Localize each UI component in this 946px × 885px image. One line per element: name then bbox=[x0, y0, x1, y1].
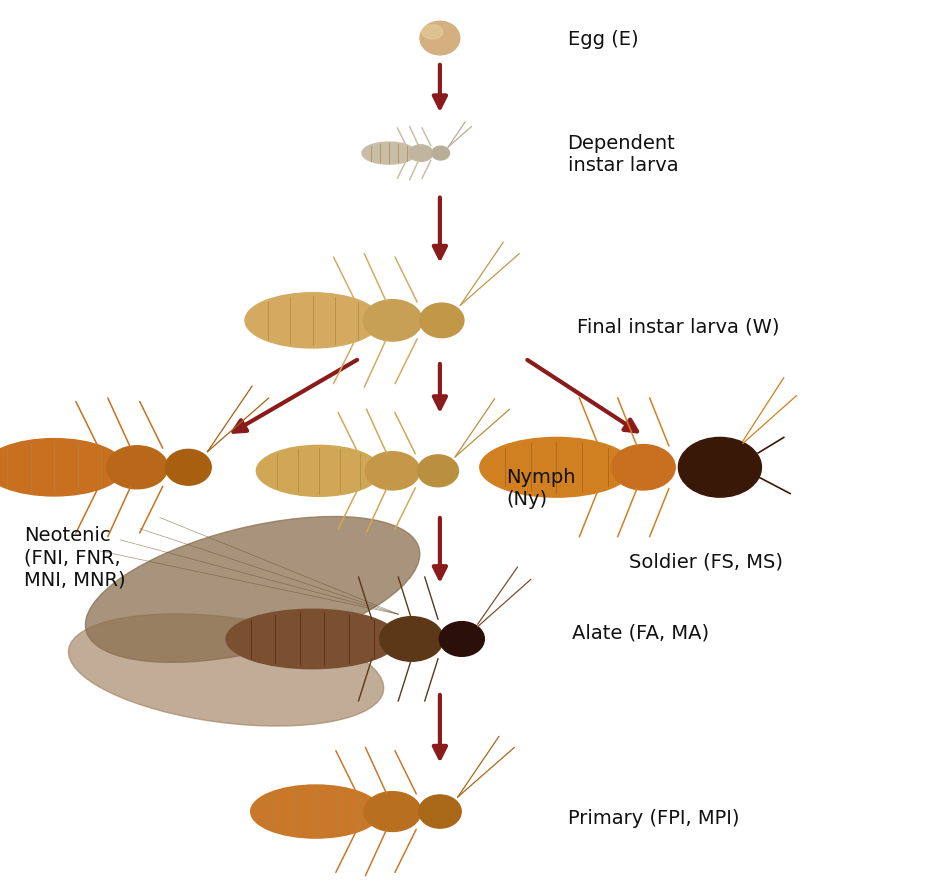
Ellipse shape bbox=[422, 25, 443, 39]
Ellipse shape bbox=[166, 450, 211, 485]
Text: Soldier (FS, MS): Soldier (FS, MS) bbox=[629, 552, 783, 572]
Text: Neotenic
(FNI, FNR,
MNI, MNR): Neotenic (FNI, FNR, MNI, MNR) bbox=[24, 526, 125, 589]
Text: Nymph
(Ny): Nymph (Ny) bbox=[506, 468, 575, 509]
Ellipse shape bbox=[420, 21, 460, 55]
Ellipse shape bbox=[256, 445, 381, 496]
Ellipse shape bbox=[678, 437, 762, 497]
Ellipse shape bbox=[480, 437, 633, 497]
Ellipse shape bbox=[418, 795, 462, 828]
Ellipse shape bbox=[410, 145, 432, 161]
Ellipse shape bbox=[226, 609, 398, 669]
Ellipse shape bbox=[0, 439, 124, 496]
Ellipse shape bbox=[365, 451, 420, 490]
Ellipse shape bbox=[362, 142, 416, 164]
Ellipse shape bbox=[85, 517, 420, 662]
Ellipse shape bbox=[364, 791, 421, 832]
Text: Final instar larva (W): Final instar larva (W) bbox=[577, 318, 780, 337]
Ellipse shape bbox=[417, 455, 459, 487]
Ellipse shape bbox=[245, 293, 380, 348]
Ellipse shape bbox=[68, 614, 384, 726]
Ellipse shape bbox=[107, 446, 167, 489]
Text: Egg (E): Egg (E) bbox=[568, 30, 639, 50]
Ellipse shape bbox=[611, 444, 675, 490]
Ellipse shape bbox=[363, 300, 422, 341]
Ellipse shape bbox=[439, 621, 484, 657]
Ellipse shape bbox=[251, 785, 380, 838]
Text: Primary (FPI, MPI): Primary (FPI, MPI) bbox=[568, 809, 739, 828]
Ellipse shape bbox=[379, 617, 444, 661]
Ellipse shape bbox=[431, 146, 449, 160]
Text: Alate (FA, MA): Alate (FA, MA) bbox=[572, 623, 710, 643]
Ellipse shape bbox=[420, 303, 464, 338]
Text: Dependent
instar larva: Dependent instar larva bbox=[568, 135, 678, 175]
